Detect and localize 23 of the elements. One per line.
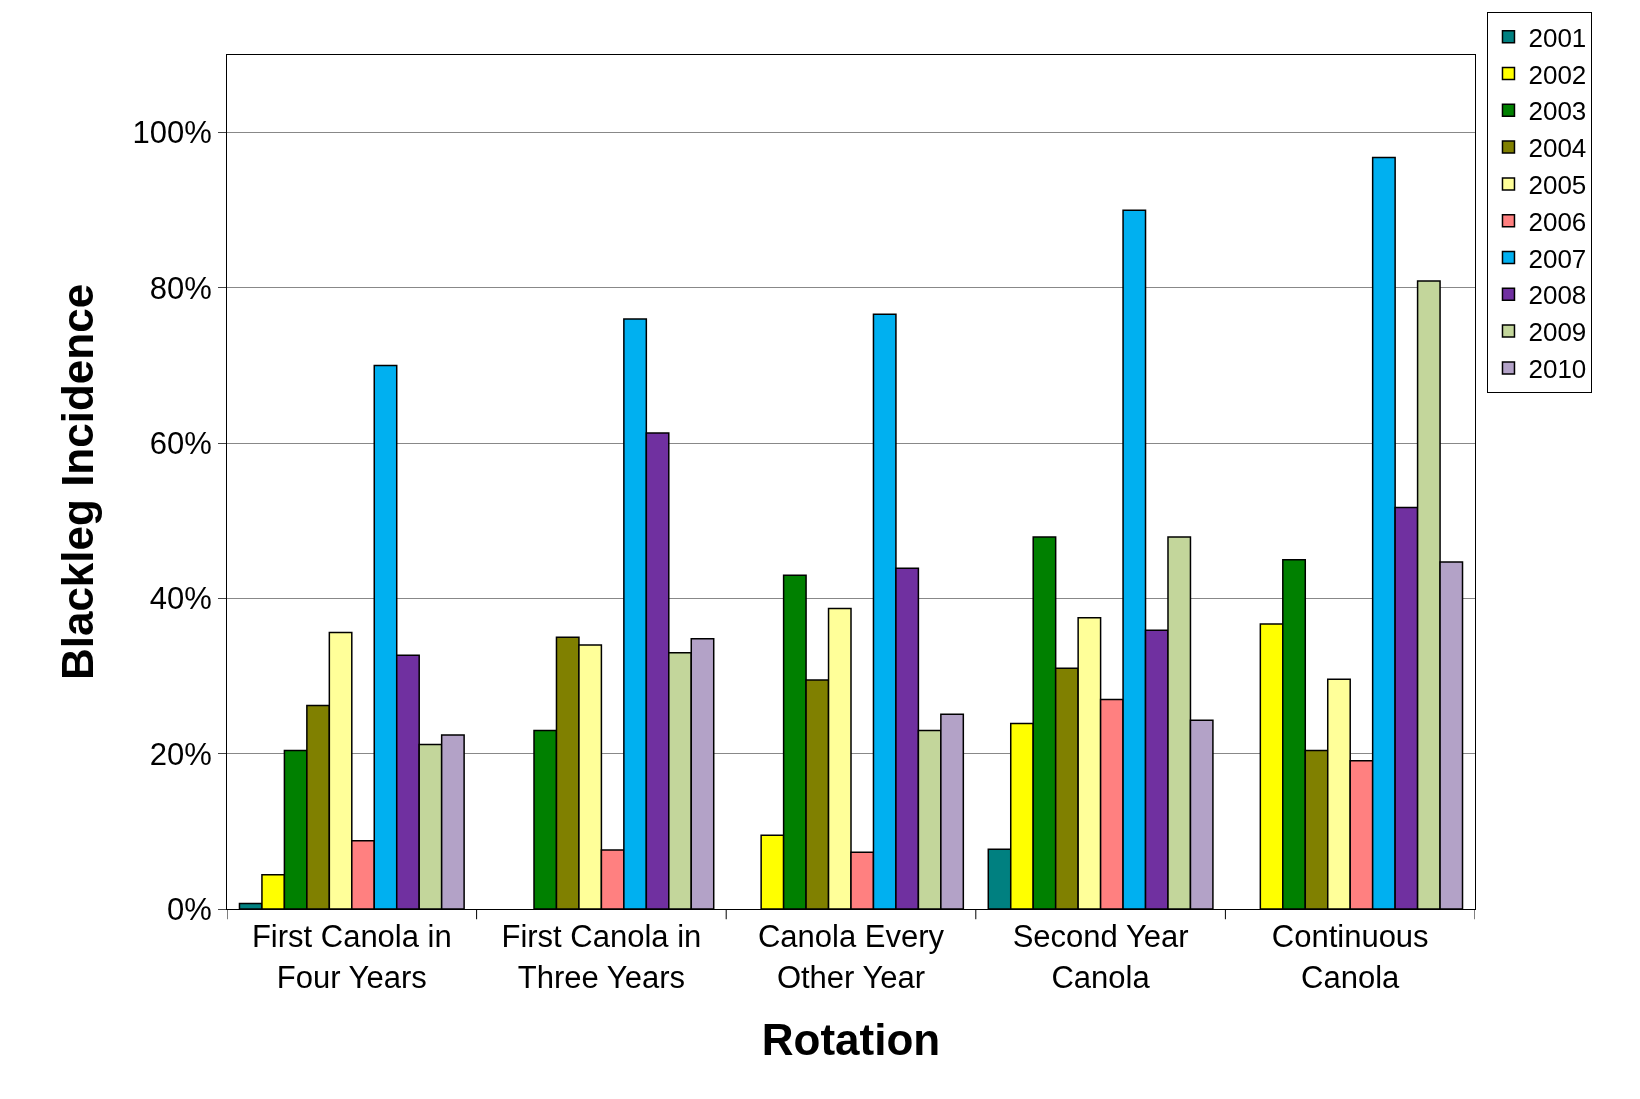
legend-label: 2007 xyxy=(1528,243,1587,274)
legend-label: 2005 xyxy=(1528,170,1587,201)
y-tick-label: 20% xyxy=(149,736,212,772)
x-tick-label: First Canola in Three Years xyxy=(501,919,702,995)
x-tick-label: Canola Every Other Year xyxy=(757,919,945,995)
x-tick-label: Continuous Canola xyxy=(1271,919,1429,995)
y-tick-label: 80% xyxy=(149,270,212,306)
y-axis-title: Blackleg Incidence xyxy=(52,283,102,681)
legend-label: 2008 xyxy=(1528,280,1587,311)
y-tick-label: 40% xyxy=(149,581,212,617)
legend-label: 2001 xyxy=(1528,22,1587,53)
legend-label: 2010 xyxy=(1528,354,1587,385)
x-tick-label: Second Year Canola xyxy=(1012,919,1189,995)
y-tick-label: 60% xyxy=(149,426,212,462)
legend-label: 2009 xyxy=(1528,317,1587,348)
y-tick-label: 100% xyxy=(132,115,212,151)
legend-label: 2004 xyxy=(1528,133,1587,164)
x-tick-label: First Canola in Four Years xyxy=(251,919,452,995)
legend-label: 2002 xyxy=(1528,59,1587,90)
legend-label: 2006 xyxy=(1528,206,1587,237)
y-tick-label: 0% xyxy=(166,891,212,927)
legend-label: 2003 xyxy=(1528,96,1587,127)
x-axis-title: Rotation xyxy=(761,1014,941,1064)
